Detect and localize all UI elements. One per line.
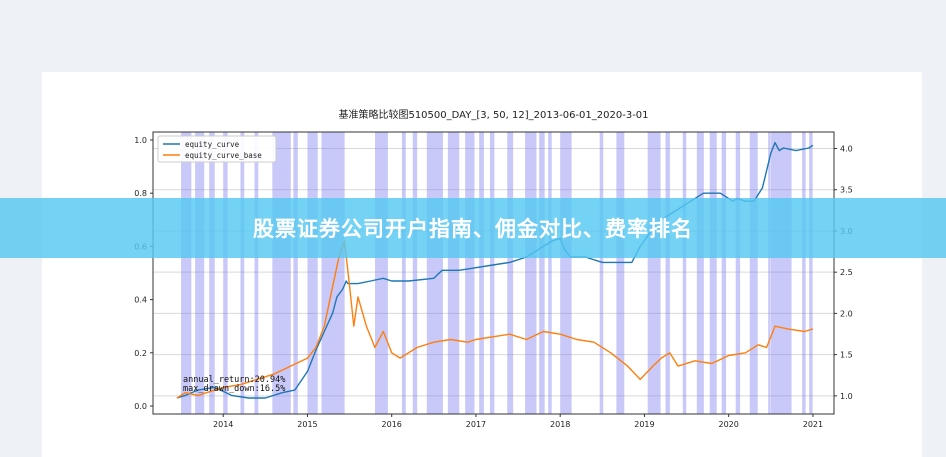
shaded-period	[802, 132, 806, 414]
x-tick-label: 2017	[466, 420, 486, 429]
legend-box	[157, 135, 277, 163]
shaded-period	[254, 132, 259, 414]
y-left-tick-label: 0.0	[134, 402, 147, 411]
annotation-text: annual_return:20.94%	[183, 375, 285, 385]
legend-label: equity_curve	[185, 140, 240, 149]
shaded-period	[181, 132, 192, 414]
y-left-tick-label: 0.8	[134, 189, 147, 198]
shaded-period	[426, 132, 443, 414]
shaded-period	[696, 132, 704, 414]
shaded-period	[507, 132, 514, 414]
shaded-period	[809, 132, 813, 414]
shaded-period	[548, 132, 552, 414]
plot-background	[153, 132, 834, 414]
y-right-tick-label: 4.0	[840, 144, 853, 153]
shaded-period	[209, 132, 215, 414]
legend-label: equity_curve_base	[185, 151, 262, 160]
shaded-period	[272, 132, 291, 414]
banner[interactable]: 股票证券公司开户指南、佣金对比、费率排名	[0, 198, 946, 258]
shaded-period	[465, 132, 475, 414]
shaded-period	[770, 132, 792, 414]
shaded-period	[735, 132, 741, 414]
y-left-tick-label: 0.4	[134, 296, 147, 305]
shaded-period	[401, 132, 406, 414]
y-right-tick-label: 2.0	[840, 309, 853, 318]
shaded-period	[721, 132, 727, 414]
shaded-period	[321, 132, 345, 414]
x-tick-label: 2016	[382, 420, 402, 429]
shaded-period	[709, 132, 717, 414]
equity-comparison-chart: 2014 2015 2016 2017 2018 2019 2020 2021 0.0 0.2 0.…	[134, 108, 853, 429]
shaded-period	[749, 132, 758, 414]
shaded-period	[665, 132, 670, 414]
series-line-equity-curve-base	[176, 240, 814, 399]
shaded-period	[195, 132, 205, 414]
x-tick-label: 2014	[213, 420, 233, 429]
shaded-period	[375, 132, 388, 414]
annotation-text: max_drawn_down:16.5%	[183, 384, 285, 394]
x-tick-label: 2019	[634, 420, 654, 429]
y-right-tick-label: 3.5	[840, 186, 853, 195]
shaded-period	[539, 132, 545, 414]
shaded-period	[682, 132, 687, 414]
shaded-period	[616, 132, 625, 414]
shaded-period	[489, 132, 495, 414]
shaded-period	[240, 132, 245, 414]
x-tick-label: 2021	[803, 420, 823, 429]
shaded-period	[447, 132, 460, 414]
y-right-tick-label: 2.5	[840, 268, 853, 277]
y-left-tick-label: 0.2	[134, 349, 147, 358]
banner-text[interactable]: 股票证券公司开户指南、佣金对比、费率排名	[253, 217, 693, 241]
shaded-period	[307, 132, 318, 414]
x-tick-label: 2018	[550, 420, 570, 429]
shaded-period	[412, 132, 418, 414]
shaded-period	[560, 132, 572, 414]
shaded-period	[768, 132, 771, 414]
chart-title: 基准策略比较图510500_DAY_[3, 50, 12]_2013-06-01…	[338, 108, 648, 121]
shaded-period	[647, 132, 661, 414]
shaded-period	[223, 132, 228, 414]
chart-card: 2014 2015 2016 2017 2018 2019 2020 2021 0.0 0.2 0.…	[42, 72, 922, 457]
x-tick-label: 2020	[719, 420, 739, 429]
plot-frame	[152, 131, 835, 415]
shaded-period	[599, 132, 604, 414]
y-right-tick-label: 1.0	[840, 392, 853, 401]
x-tick-label: 2015	[297, 420, 317, 429]
shaded-period	[293, 132, 298, 414]
shaded-period	[479, 132, 484, 414]
y-left-tick-label: 1.0	[134, 136, 147, 145]
y-right-tick-label: 1.5	[840, 351, 853, 360]
shaded-period	[525, 132, 537, 414]
